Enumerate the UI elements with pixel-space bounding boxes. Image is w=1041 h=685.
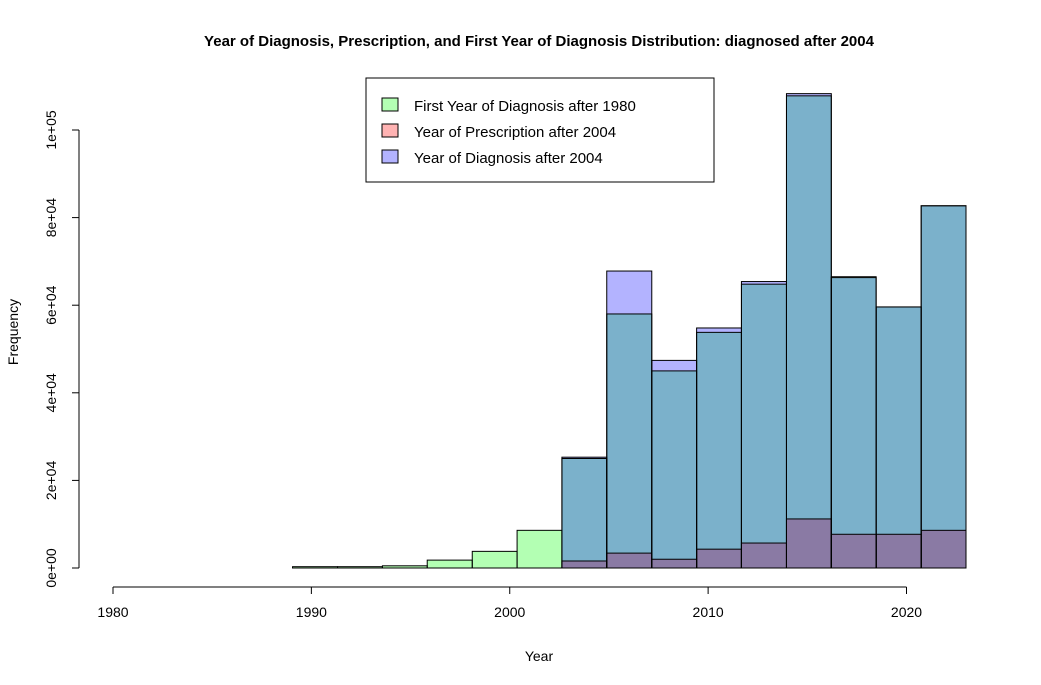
legend-label-first-diagnosis: First Year of Diagnosis after 1980 (414, 98, 636, 115)
histogram-bar-segment (786, 518, 832, 568)
legend-swatch-prescription (381, 123, 399, 138)
x-tick-label: 2020 (891, 604, 922, 620)
legend-swatch-diagnosis (381, 149, 399, 164)
x-tick-label: 1990 (296, 604, 327, 620)
legend-label-prescription: Year of Prescription after 2004 (414, 124, 616, 141)
histogram-bar-segment (876, 306, 922, 535)
histogram-bar-segment (786, 93, 832, 96)
histogram-bar-segment (651, 360, 697, 371)
histogram-bar-segment (606, 271, 652, 314)
histogram-bar-segment (876, 534, 922, 568)
bars-layer (292, 93, 966, 568)
histogram-bar-segment (741, 281, 787, 285)
histogram-bar-segment (337, 566, 383, 568)
y-axis: 0e+00 2e+04 4e+04 6e+04 8e+04 1e+05 (43, 110, 80, 588)
x-tick-label: 2010 (693, 604, 724, 620)
y-tick-label: 4e+04 (43, 373, 59, 413)
y-tick-label: 1e+05 (43, 110, 59, 150)
y-tick-label: 2e+04 (43, 461, 59, 501)
y-tick-label: 6e+04 (43, 285, 59, 325)
legend-swatch-first-diagnosis (381, 97, 399, 112)
histogram-bar-segment (561, 457, 607, 459)
y-tick-label: 0e+00 (43, 548, 59, 588)
histogram-bar-segment (921, 205, 966, 531)
histogram-bar-segment (561, 458, 607, 561)
x-tick-label: 1980 (97, 604, 128, 620)
histogram-bar-segment (472, 551, 518, 568)
legend-box (365, 77, 715, 183)
legend-label-diagnosis: Year of Diagnosis after 2004 (414, 150, 603, 167)
histogram-bar-segment (517, 530, 562, 568)
histogram-bar-segment (741, 284, 787, 544)
histogram-bar-segment (696, 549, 742, 568)
histogram-bar-segment (382, 565, 428, 568)
y-tick-label: 8e+04 (43, 198, 59, 238)
histogram-bar-segment (561, 560, 607, 568)
histogram-bar-segment (921, 530, 966, 568)
legend: First Year of Diagnosis after 1980 Year … (365, 77, 715, 183)
histogram-bar-segment (292, 566, 338, 568)
histogram-bar-segment (831, 534, 877, 568)
histogram-bar-segment (741, 543, 787, 568)
histogram-bar-segment (606, 313, 652, 554)
y-axis-label: Frequency (5, 299, 21, 365)
histogram-bar-segment (606, 553, 652, 568)
histogram-bar-segment (427, 560, 473, 568)
histogram-bar-segment (696, 332, 742, 550)
x-axis-label: Year (525, 648, 554, 664)
histogram-bar-segment (786, 95, 832, 519)
bar-outline-diagnosis (920, 205, 967, 569)
histogram-bar-segment (651, 370, 697, 560)
histogram-bar-segment (831, 277, 877, 535)
x-tick-label: 2000 (494, 604, 525, 620)
x-axis: 1980 1990 2000 2010 2020 (97, 586, 922, 620)
chart-title: Year of Diagnosis, Prescription, and Fir… (204, 33, 875, 50)
bar-outlines (292, 93, 967, 569)
histogram-bar-segment (651, 559, 697, 568)
histogram-bar-segment (696, 327, 742, 333)
